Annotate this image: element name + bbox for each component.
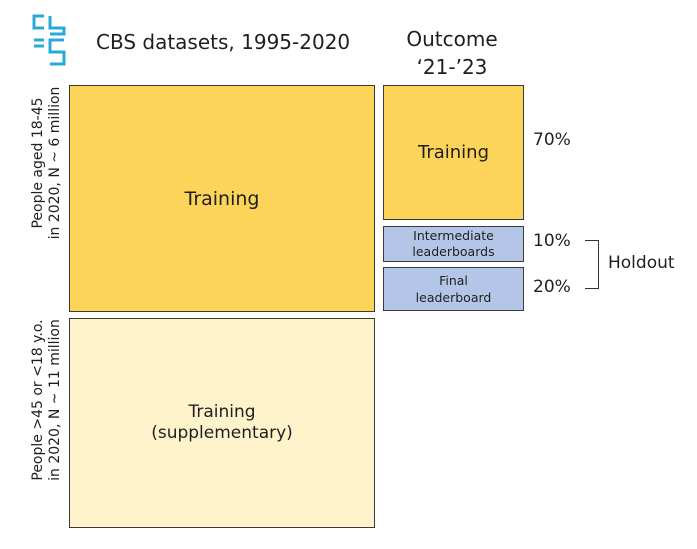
- holdout-bracket: [585, 240, 599, 289]
- pct-final: 20%: [533, 277, 571, 297]
- outcome-title: Outcome ‘21-’23: [396, 25, 508, 81]
- supplementary-label-line2: (supplementary): [151, 423, 293, 443]
- row-label-young: People aged 18-45 in 2020, N ~ 6 million: [30, 53, 70, 273]
- pct-intermediate: 10%: [533, 231, 571, 251]
- main-training-box: Training: [69, 85, 375, 312]
- outcome-training-label: Training: [417, 142, 490, 163]
- row-label-young-line1: People aged 18-45: [30, 97, 46, 229]
- intermediate-leaderboard-box: Intermediate leaderboards: [383, 226, 524, 262]
- intermediate-label-line1: Intermediate: [413, 228, 494, 243]
- row-label-other: People >45 or <18 y.o. in 2020, N ~ 11 m…: [30, 290, 70, 510]
- supplementary-label-line1: Training: [188, 402, 256, 422]
- pct-training: 70%: [533, 130, 571, 150]
- main-training-label: Training: [184, 187, 260, 210]
- row-label-other-line2: in 2020, N ~ 11 million: [47, 319, 63, 481]
- final-leaderboard-box: Final leaderboard: [383, 267, 524, 311]
- outcome-title-line2: ‘21-’23: [416, 55, 488, 79]
- final-label-line1: Final: [439, 273, 468, 288]
- cbs-logo-icon: [32, 14, 66, 66]
- supplementary-training-box: Training (supplementary): [69, 318, 375, 528]
- outcome-training-box: Training: [383, 85, 524, 220]
- final-label-line2: leaderboard: [415, 290, 492, 305]
- row-label-other-line1: People >45 or <18 y.o.: [30, 319, 46, 481]
- row-label-young-line2: in 2020, N ~ 6 million: [47, 86, 63, 240]
- intermediate-label-line2: leaderboards: [412, 244, 495, 259]
- diagram-title: CBS datasets, 1995-2020: [96, 30, 351, 54]
- outcome-title-line1: Outcome: [406, 27, 498, 51]
- holdout-label: Holdout: [608, 253, 675, 273]
